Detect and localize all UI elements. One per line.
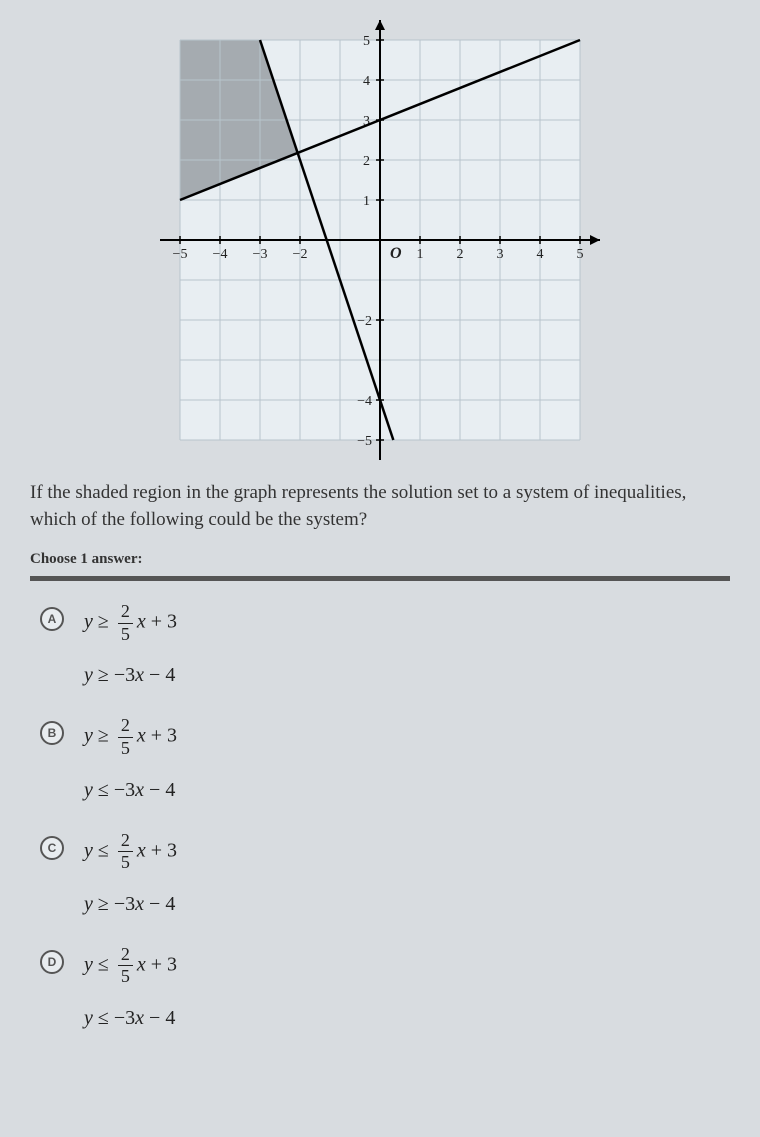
- svg-text:5: 5: [363, 34, 370, 49]
- inequality-graph: −5−4−3−21234512345−2−4−5Oxy: [160, 20, 600, 460]
- svg-text:−2: −2: [357, 314, 372, 329]
- instruction-text: Choose 1 answer:: [30, 551, 730, 568]
- question-text: If the shaded region in the graph repres…: [30, 480, 730, 533]
- choice-letter: D: [40, 950, 64, 974]
- svg-text:4: 4: [363, 74, 370, 89]
- svg-text:1: 1: [363, 194, 370, 209]
- svg-text:−5: −5: [173, 247, 188, 262]
- svg-text:4: 4: [537, 247, 544, 262]
- choice-body: y ≥ 25x + 3y ≥ −3x − 4: [84, 601, 177, 705]
- choice-c[interactable]: Cy ≤ 25x + 3y ≥ −3x − 4: [40, 830, 730, 934]
- svg-text:O: O: [390, 245, 402, 262]
- svg-text:−3: −3: [253, 247, 268, 262]
- svg-text:5: 5: [577, 247, 584, 262]
- svg-text:2: 2: [363, 154, 370, 169]
- choice-b[interactable]: By ≥ 25x + 3y ≤ −3x − 4: [40, 715, 730, 819]
- svg-text:−4: −4: [213, 247, 228, 262]
- choice-body: y ≤ 25x + 3y ≤ −3x − 4: [84, 944, 177, 1048]
- svg-text:2: 2: [457, 247, 464, 262]
- choice-letter: A: [40, 607, 64, 631]
- choice-letter: B: [40, 721, 64, 745]
- svg-text:−2: −2: [293, 247, 308, 262]
- choice-letter: C: [40, 836, 64, 860]
- choice-body: y ≥ 25x + 3y ≤ −3x − 4: [84, 715, 177, 819]
- choice-d[interactable]: Dy ≤ 25x + 3y ≤ −3x − 4: [40, 944, 730, 1048]
- choice-body: y ≤ 25x + 3y ≥ −3x − 4: [84, 830, 177, 934]
- answer-list: Ay ≥ 25x + 3y ≥ −3x − 4By ≥ 25x + 3y ≤ −…: [30, 601, 730, 1048]
- divider: [30, 576, 730, 581]
- svg-text:1: 1: [417, 247, 424, 262]
- choice-a[interactable]: Ay ≥ 25x + 3y ≥ −3x − 4: [40, 601, 730, 705]
- svg-text:−5: −5: [357, 434, 372, 449]
- svg-text:3: 3: [497, 247, 504, 262]
- svg-text:−4: −4: [357, 394, 372, 409]
